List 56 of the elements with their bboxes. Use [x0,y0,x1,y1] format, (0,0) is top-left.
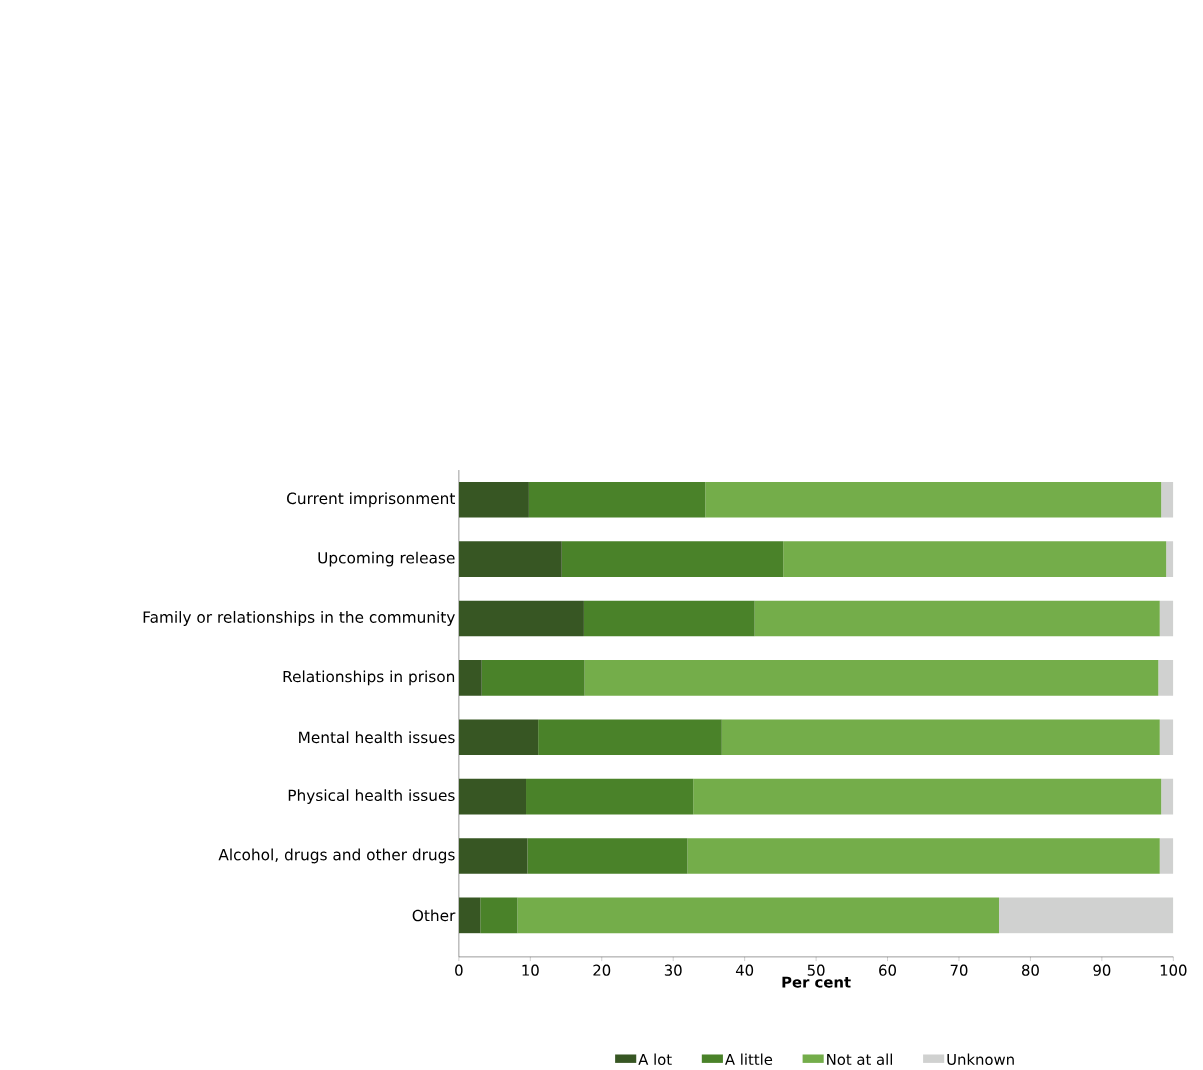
bar [687,838,1160,874]
x-tick-label: 100 [1160,964,1187,976]
bar [783,541,1167,577]
bar [458,897,481,934]
x-axis-title: Per cent [782,976,851,988]
bar [584,659,1159,696]
y-tick-label: Mental health issues [299,731,455,744]
bar [458,838,528,874]
x-tick-label: 0 [455,964,463,976]
legend-label: A lot [638,1053,672,1065]
bar [1161,778,1174,815]
x-tick-label: 50 [807,964,825,976]
y-tick-label: Relationships in prison [283,670,455,686]
bar [1159,719,1174,755]
legend-label: Unknown [947,1053,1014,1065]
bar [527,838,688,874]
legend-label: Not at all [827,1053,892,1065]
bar [693,778,1162,815]
bar [480,897,518,934]
y-tick-label: Current imprisonment [287,492,455,508]
bar [481,659,585,696]
bar [458,541,562,577]
y-tick-label: Upcoming release [318,551,455,567]
y-tick-label: Alcohol, drugs and other drugs [218,848,455,864]
x-tick-label: 70 [950,964,968,976]
bar [1158,659,1174,696]
y-tick-label: Family or relationships in the community [143,610,455,626]
bar [1159,838,1174,874]
bar [458,719,539,755]
bar [517,897,999,934]
x-tick-label: 20 [593,964,611,976]
bar [528,481,706,518]
bar [538,719,722,755]
y-tick-label: Physical health issues [288,789,455,804]
y-tick-label: Other [412,909,456,922]
bar [458,481,529,518]
bar [721,719,1160,755]
bar [526,778,694,815]
legend-label: A little [725,1053,773,1065]
bar [458,600,584,637]
bar [561,541,784,577]
bar [583,600,755,637]
bar [1166,541,1174,577]
x-tick-label: 10 [522,964,539,976]
bar [1159,600,1174,637]
bar [1161,481,1174,518]
x-tick-label: 90 [1093,964,1111,976]
bar [705,481,1162,518]
x-tick-label: 60 [879,964,896,976]
x-tick-label: 40 [735,964,754,976]
bar [458,778,527,815]
bar [754,600,1160,637]
bar [998,897,1174,934]
bar [458,659,482,696]
x-tick-label: 30 [664,964,682,976]
x-tick-label: 80 [1021,964,1039,976]
